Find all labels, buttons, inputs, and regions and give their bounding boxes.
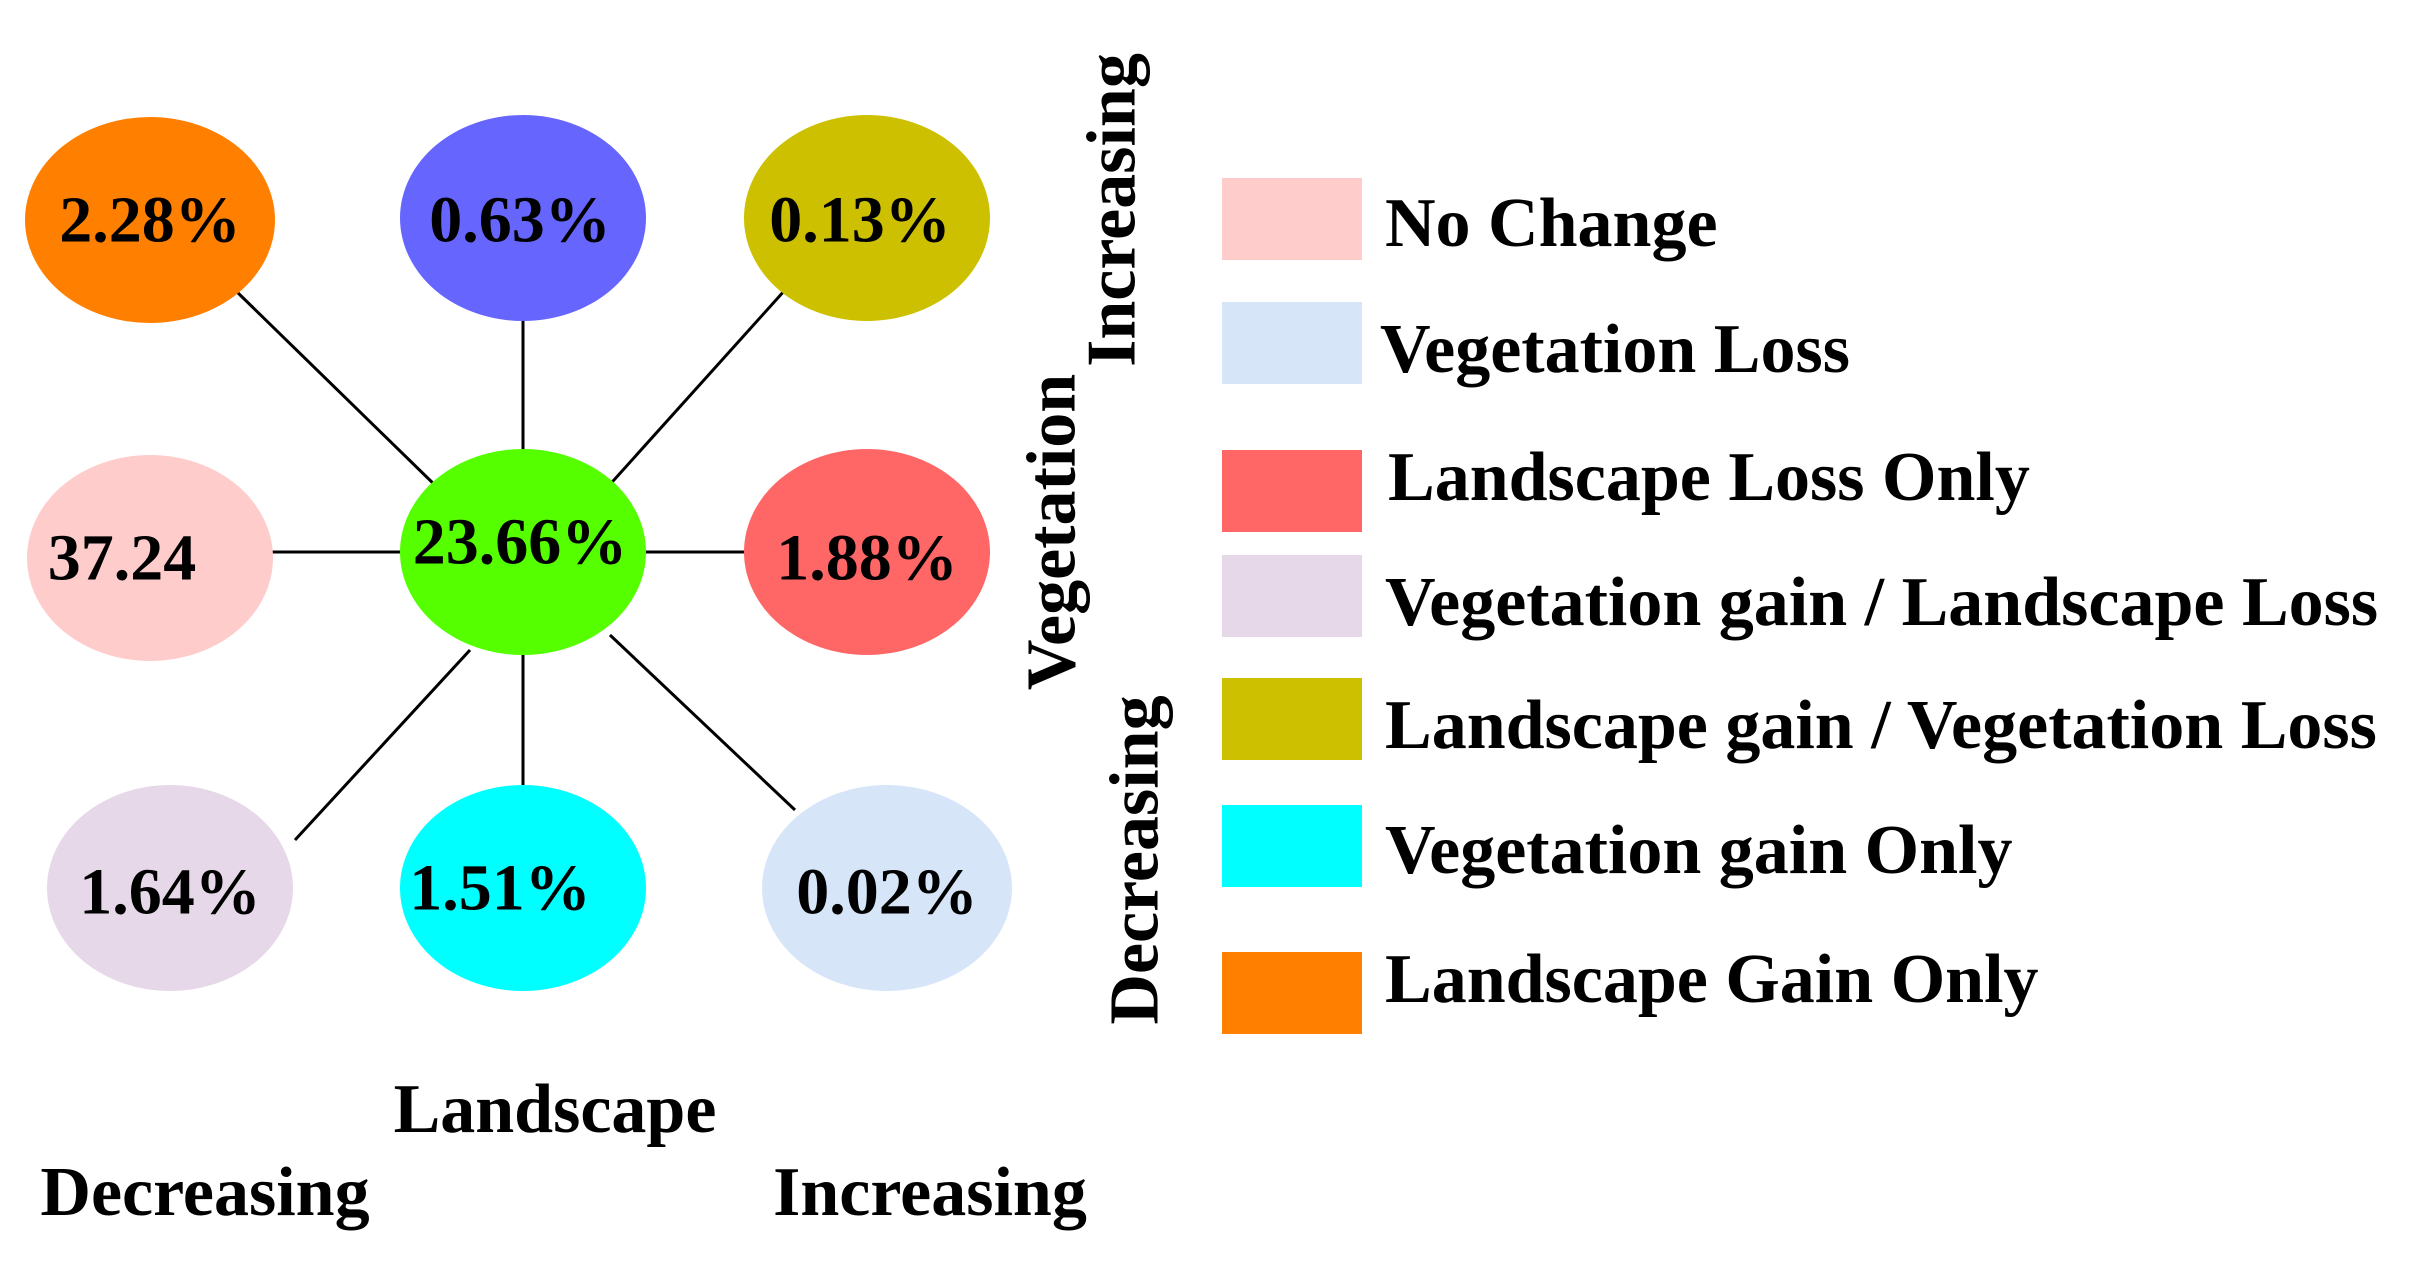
node-top-left: 2.28% bbox=[25, 117, 275, 323]
node-top-right-label: 0.13% bbox=[769, 184, 951, 257]
legend-swatch-vegetation-gain-only bbox=[1222, 805, 1362, 887]
legend-item-landscape-gain-vegetation-loss: Landscape gain / Vegetation Loss bbox=[1222, 678, 2377, 764]
connector-bottom-right bbox=[608, 633, 797, 812]
node-middle-left-label: 37.24 bbox=[48, 522, 197, 595]
connector-bottom-left bbox=[293, 648, 472, 842]
legend-label-landscape-loss-only: Landscape Loss Only bbox=[1388, 439, 2030, 516]
legend-label-vegetation-loss: Vegetation Loss bbox=[1380, 311, 1850, 388]
node-bottom-right-label: 0.02% bbox=[796, 856, 978, 929]
legend-label-landscape-gain-only: Landscape Gain Only bbox=[1385, 941, 2039, 1018]
node-bottom-right: 0.02% bbox=[762, 785, 1012, 991]
node-bottom-left-ellipse bbox=[47, 785, 293, 991]
node-top-center: 0.63% bbox=[400, 115, 646, 321]
node-bottom-left: 1.64% bbox=[47, 785, 293, 991]
legend-item-no-change: No Change bbox=[1222, 178, 1718, 262]
legend-swatch-no-change bbox=[1222, 178, 1362, 260]
landscape-increasing-label: Increasing bbox=[773, 1154, 1087, 1231]
legend-item-landscape-gain-only: Landscape Gain Only bbox=[1222, 941, 2039, 1034]
connectors bbox=[233, 288, 797, 842]
legend-item-vegetation-gain-landscape-loss: Vegetation gain / Landscape Loss bbox=[1222, 555, 2378, 641]
legend-label-landscape-gain-vegetation-loss: Landscape gain / Vegetation Loss bbox=[1385, 687, 2377, 764]
node-middle-right-ellipse bbox=[744, 449, 990, 655]
legend-item-landscape-loss-only: Landscape Loss Only bbox=[1222, 439, 2030, 532]
legend-label-vegetation-gain-landscape-loss: Vegetation gain / Landscape Loss bbox=[1385, 564, 2378, 641]
legend-label-no-change: No Change bbox=[1385, 185, 1718, 262]
legend-item-vegetation-gain-only: Vegetation gain Only bbox=[1222, 805, 2012, 889]
landscape-decreasing-label: Decreasing bbox=[40, 1154, 369, 1231]
legend: No Change Vegetation Loss Landscape Loss… bbox=[1222, 178, 2378, 1034]
node-center-ellipse bbox=[400, 449, 646, 655]
node-top-center-ellipse bbox=[400, 115, 646, 321]
node-middle-right: 1.88% bbox=[744, 449, 990, 655]
landscape-axis-label: Landscape bbox=[394, 1071, 717, 1148]
node-bottom-center-label: 1.51% bbox=[409, 852, 591, 925]
node-top-center-label: 0.63% bbox=[429, 184, 611, 257]
node-bottom-left-label: 1.64% bbox=[79, 856, 261, 929]
node-center: 23.66% bbox=[400, 449, 646, 655]
node-top-right: 0.13% bbox=[744, 115, 990, 321]
legend-item-vegetation-loss: Vegetation Loss bbox=[1222, 302, 1850, 388]
node-middle-left: 37.24 bbox=[27, 455, 273, 661]
legend-swatch-vegetation-loss bbox=[1222, 302, 1362, 384]
legend-swatch-vegetation-gain-landscape-loss bbox=[1222, 555, 1362, 637]
node-bottom-right-ellipse bbox=[762, 785, 1012, 991]
node-top-right-ellipse bbox=[744, 115, 990, 321]
node-bottom-center: 1.51% bbox=[400, 785, 646, 991]
node-middle-right-label: 1.88% bbox=[776, 522, 958, 595]
vegetation-decreasing-label: Decreasing bbox=[1097, 695, 1174, 1024]
legend-label-vegetation-gain-only: Vegetation gain Only bbox=[1385, 812, 2012, 889]
vegetation-increasing-label: Increasing bbox=[1074, 53, 1151, 367]
node-top-left-label: 2.28% bbox=[59, 184, 241, 257]
vegetation-axis-label: Vegetation bbox=[1014, 374, 1091, 690]
node-middle-left-ellipse bbox=[27, 455, 273, 661]
legend-swatch-landscape-loss-only bbox=[1222, 450, 1362, 532]
connector-top-right bbox=[603, 288, 787, 492]
legend-swatch-landscape-gain-only bbox=[1222, 952, 1362, 1034]
node-top-left-ellipse bbox=[25, 117, 275, 323]
connector-top-left bbox=[233, 288, 442, 492]
legend-swatch-landscape-gain-vegetation-loss bbox=[1222, 678, 1362, 760]
node-center-label: 23.66% bbox=[413, 506, 628, 579]
node-bottom-center-ellipse bbox=[400, 785, 646, 991]
